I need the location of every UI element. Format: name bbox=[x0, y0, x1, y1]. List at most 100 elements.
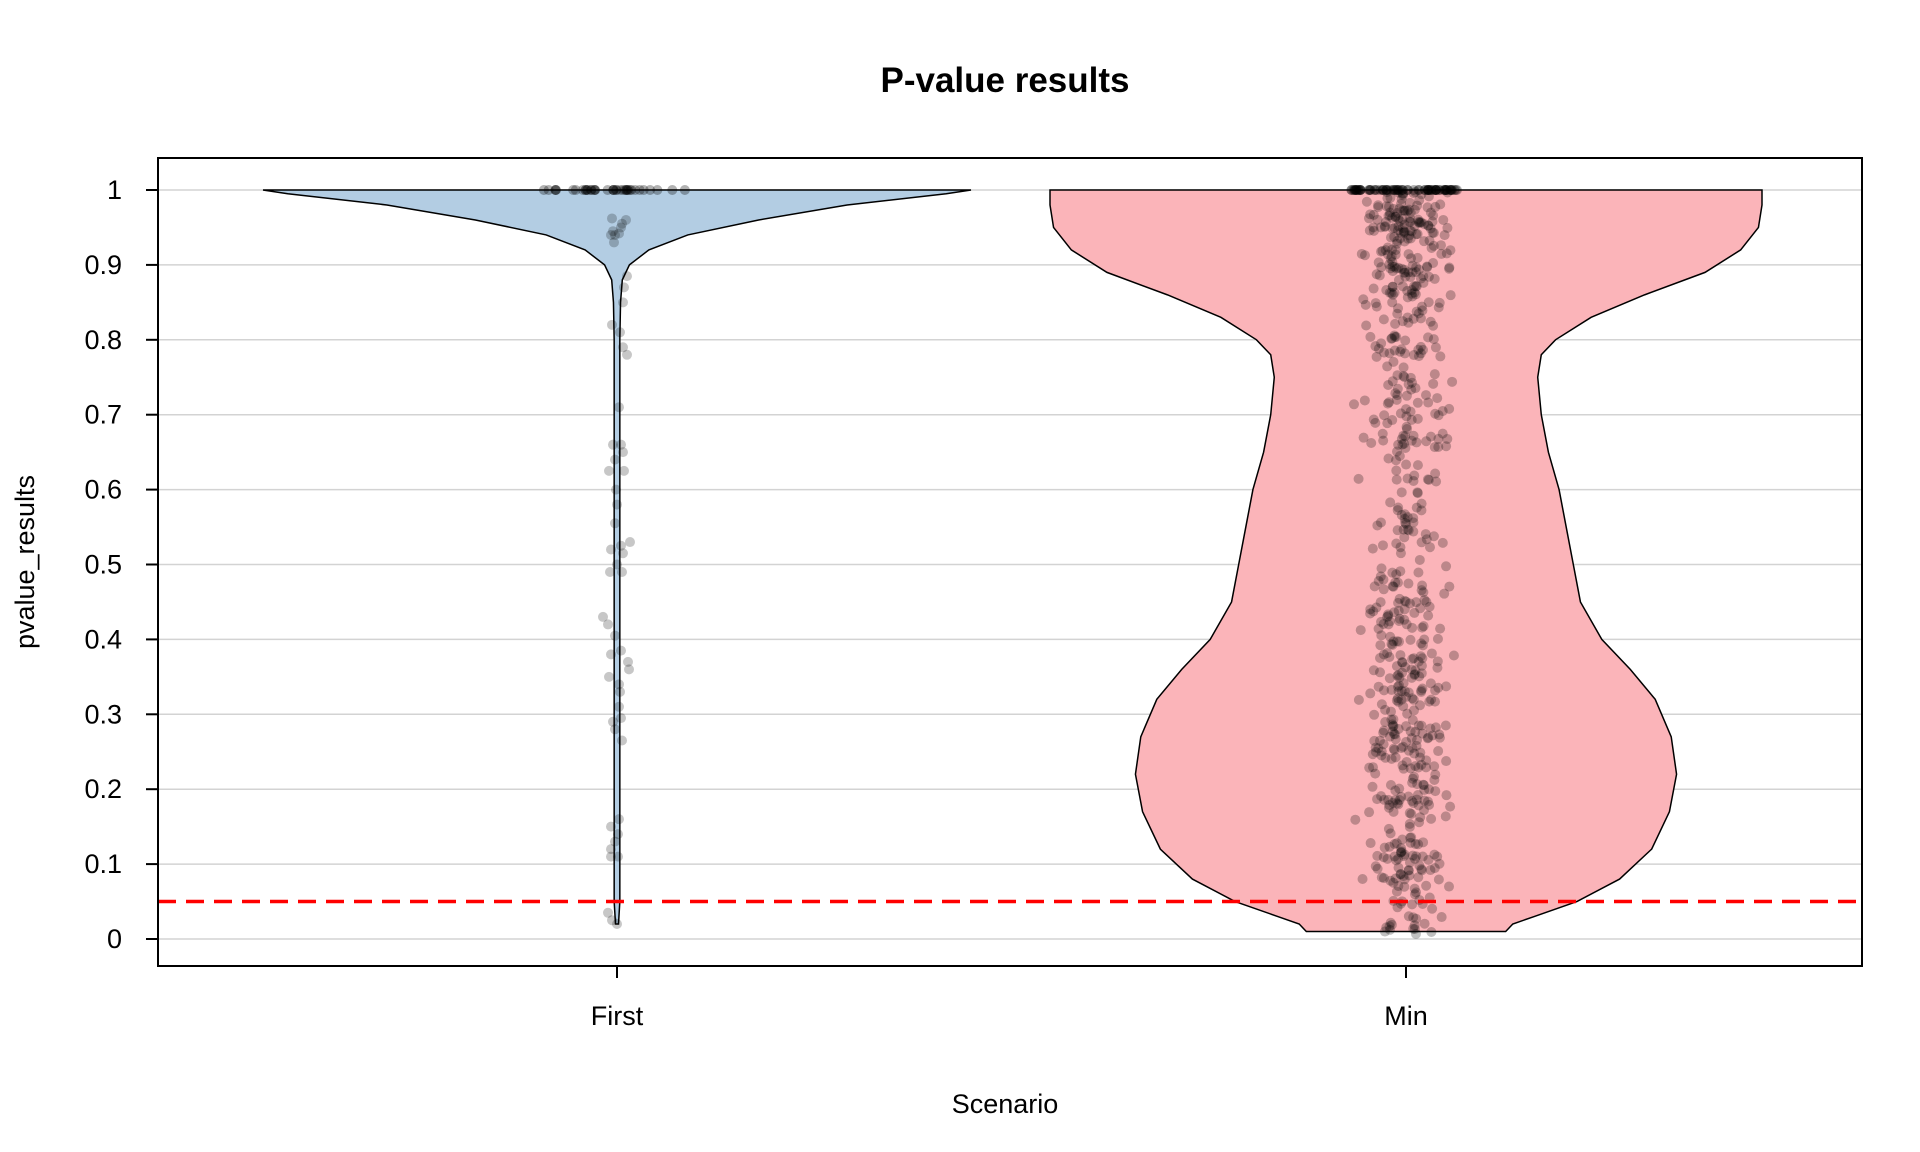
data-point bbox=[1413, 398, 1423, 408]
data-point bbox=[1403, 312, 1413, 322]
data-point bbox=[1396, 743, 1406, 753]
y-tick-label: 0.5 bbox=[84, 550, 122, 580]
data-point bbox=[1400, 335, 1410, 345]
data-point bbox=[610, 455, 620, 465]
y-tick-label: 1 bbox=[107, 175, 122, 205]
data-point bbox=[1426, 678, 1436, 688]
data-point bbox=[624, 664, 634, 674]
data-point bbox=[1420, 919, 1430, 929]
data-point bbox=[1396, 792, 1406, 802]
y-tick-label: 0.4 bbox=[84, 624, 122, 654]
data-point bbox=[1354, 695, 1364, 705]
data-point bbox=[1379, 410, 1389, 420]
data-point bbox=[1407, 665, 1417, 675]
data-point bbox=[1423, 398, 1433, 408]
data-point bbox=[617, 736, 627, 746]
y-tick-label: 0.7 bbox=[84, 400, 122, 430]
data-point bbox=[1423, 611, 1433, 621]
data-point bbox=[1391, 752, 1401, 762]
data-point bbox=[1430, 442, 1440, 452]
data-point bbox=[613, 852, 623, 862]
data-point bbox=[1408, 851, 1418, 861]
x-tick-label: First bbox=[591, 1001, 644, 1031]
data-point bbox=[1392, 902, 1402, 912]
data-point bbox=[606, 649, 616, 659]
data-point bbox=[606, 545, 616, 555]
data-point bbox=[1434, 874, 1444, 884]
data-point bbox=[1400, 348, 1410, 358]
data-point bbox=[1360, 395, 1370, 405]
data-point bbox=[1426, 814, 1436, 824]
data-point bbox=[618, 297, 628, 307]
data-point bbox=[1417, 623, 1427, 633]
data-point bbox=[1390, 319, 1400, 329]
data-point bbox=[1421, 436, 1431, 446]
data-point bbox=[604, 672, 614, 682]
data-point bbox=[1395, 542, 1405, 552]
data-point bbox=[1413, 839, 1423, 849]
y-tick-label: 0.3 bbox=[84, 699, 122, 729]
data-point bbox=[1358, 874, 1368, 884]
data-point bbox=[1430, 274, 1440, 284]
data-point bbox=[614, 402, 624, 412]
data-point bbox=[1444, 882, 1454, 892]
data-point bbox=[1398, 185, 1408, 195]
data-point bbox=[1428, 379, 1438, 389]
data-point bbox=[607, 213, 617, 223]
y-axis-label: pvalue_results bbox=[10, 475, 40, 649]
data-point bbox=[1413, 414, 1423, 424]
data-point bbox=[1387, 297, 1397, 307]
data-point bbox=[1435, 351, 1445, 361]
data-point bbox=[1434, 302, 1444, 312]
data-point bbox=[1397, 686, 1407, 696]
data-point bbox=[611, 485, 621, 495]
data-point bbox=[617, 567, 627, 577]
data-point bbox=[1424, 297, 1434, 307]
data-point bbox=[615, 687, 625, 697]
data-point bbox=[1408, 527, 1418, 537]
data-point bbox=[1385, 263, 1395, 273]
data-point bbox=[1376, 571, 1386, 581]
data-point bbox=[1441, 561, 1451, 571]
data-point bbox=[1402, 757, 1412, 767]
data-point bbox=[1392, 370, 1402, 380]
data-point bbox=[1386, 828, 1396, 838]
data-point bbox=[1378, 540, 1388, 550]
data-point bbox=[1386, 254, 1396, 264]
data-point bbox=[1423, 202, 1433, 212]
y-axis: 00.10.20.30.40.50.60.70.80.91 bbox=[84, 175, 158, 954]
data-point bbox=[1385, 842, 1395, 852]
data-point bbox=[1399, 362, 1409, 372]
data-point bbox=[1365, 225, 1375, 235]
data-point bbox=[619, 466, 629, 476]
data-point bbox=[1405, 808, 1415, 818]
data-point bbox=[618, 447, 628, 457]
data-point bbox=[1390, 345, 1400, 355]
data-point bbox=[1365, 209, 1375, 219]
data-point bbox=[1394, 863, 1404, 873]
data-point bbox=[1433, 746, 1443, 756]
data-point bbox=[1397, 487, 1407, 497]
data-point bbox=[1376, 262, 1386, 272]
data-point bbox=[1390, 577, 1400, 587]
data-point bbox=[606, 822, 616, 832]
data-point bbox=[1405, 822, 1415, 832]
data-point bbox=[1423, 332, 1433, 342]
x-tick-label: Min bbox=[1384, 1001, 1428, 1031]
data-point bbox=[1391, 455, 1401, 465]
data-point bbox=[1392, 475, 1402, 485]
data-point bbox=[1371, 747, 1381, 757]
data-point bbox=[1411, 887, 1421, 897]
data-point bbox=[1441, 681, 1451, 691]
data-point bbox=[1413, 253, 1423, 263]
x-axis-label: Scenario bbox=[952, 1089, 1059, 1119]
data-point bbox=[1412, 779, 1422, 789]
data-point bbox=[1402, 424, 1412, 434]
data-point bbox=[544, 185, 554, 195]
data-point bbox=[1376, 630, 1386, 640]
data-point bbox=[1369, 284, 1379, 294]
data-point bbox=[1391, 212, 1401, 222]
data-point bbox=[680, 185, 690, 195]
data-point bbox=[1399, 882, 1409, 892]
data-point bbox=[1405, 635, 1415, 645]
